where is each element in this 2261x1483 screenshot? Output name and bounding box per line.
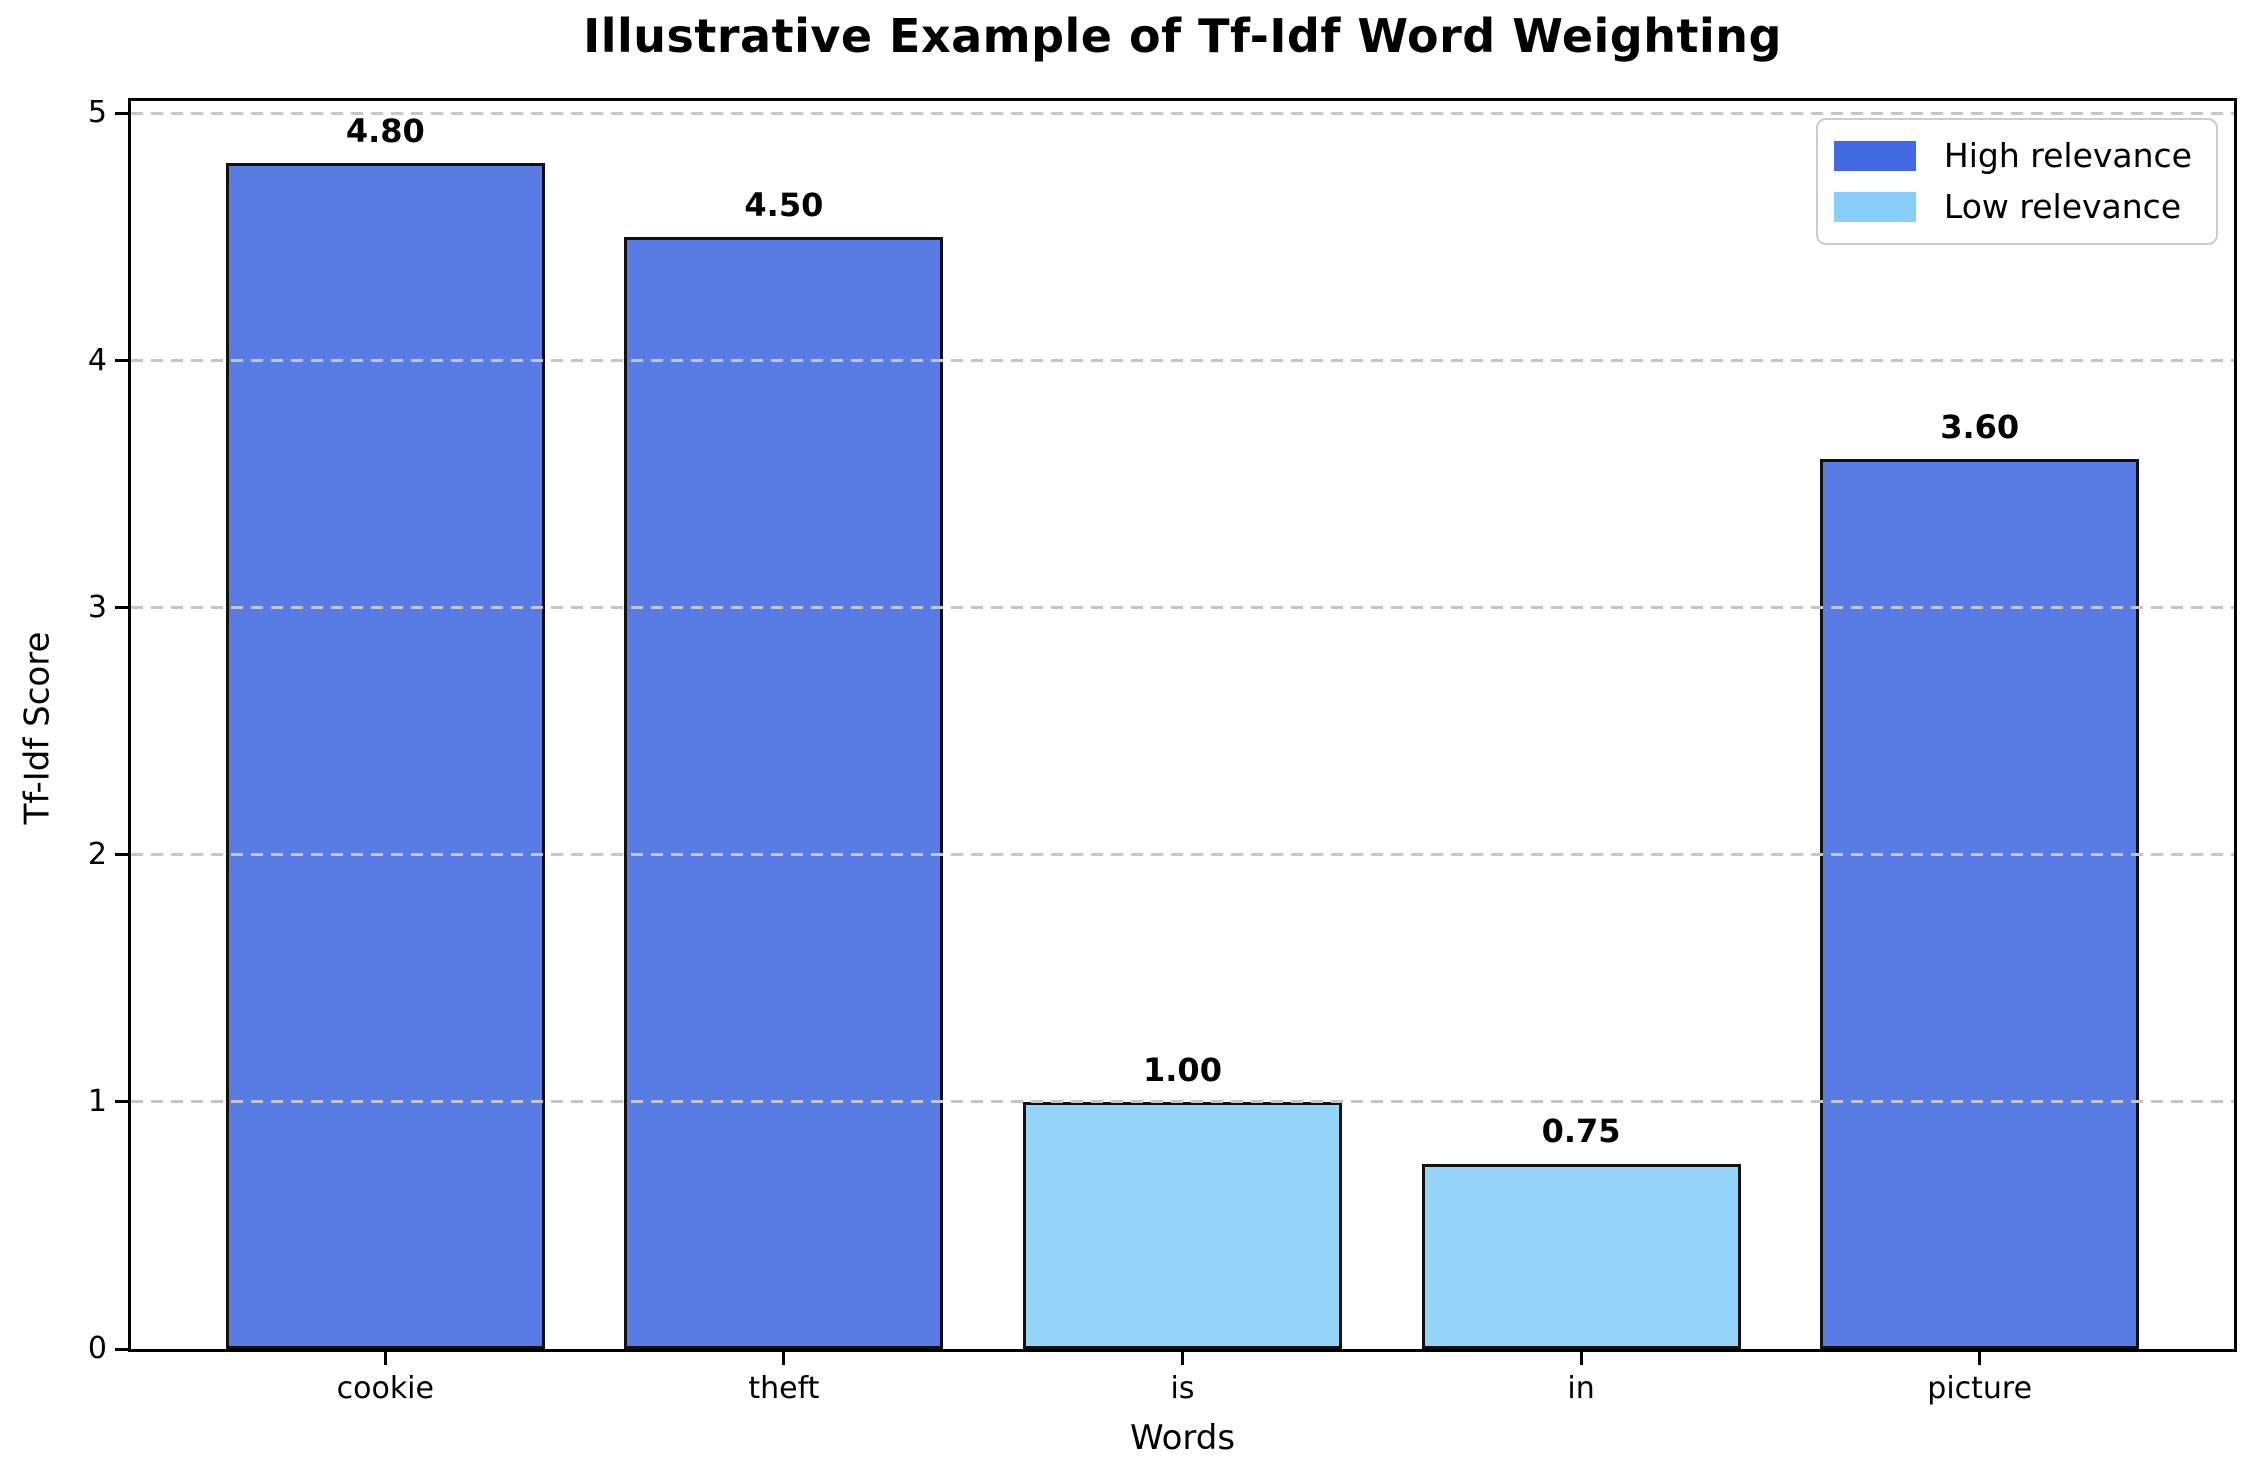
chart-title: Illustrative Example of Tf-Idf Word Weig… xyxy=(583,9,1782,63)
y-axis-label: Tf-Idf Score xyxy=(17,631,58,825)
x-tick-cell-theft xyxy=(585,1352,984,1365)
x-tick-label-cookie: cookie xyxy=(336,1371,434,1406)
bar-picture xyxy=(1820,459,2140,1349)
y-tick-label-0: 0 xyxy=(87,1331,107,1366)
y-tick-mark-0 xyxy=(115,1347,128,1351)
bar-slot-in: 0.75 xyxy=(1382,101,1781,1349)
legend-entry-low-relevance: Low relevance xyxy=(1833,186,2192,227)
x-tick-mark-in xyxy=(1579,1352,1583,1365)
y-tick-mark-4 xyxy=(115,359,128,362)
x-tick-mark-cookie xyxy=(383,1352,387,1365)
bar-theft xyxy=(624,236,944,1349)
bar-value-label-is: 1.00 xyxy=(1143,1050,1222,1089)
x-tick-marks xyxy=(131,1352,2234,1365)
x-tick-label-picture: picture xyxy=(1927,1371,2033,1406)
legend: High relevance Low relevance xyxy=(1815,118,2218,245)
y-tick-mark-5 xyxy=(115,111,128,115)
bar-slot-cookie: 4.80 xyxy=(186,101,585,1349)
y-tick-label-1: 1 xyxy=(87,1083,107,1119)
x-tick-label-theft: theft xyxy=(748,1371,820,1406)
x-tick-mark-picture xyxy=(1978,1352,1982,1365)
y-tick-label-2: 2 xyxy=(87,836,107,872)
bar-cookie xyxy=(225,162,545,1349)
bar-is xyxy=(1023,1101,1342,1349)
bar-in xyxy=(1421,1163,1741,1349)
legend-label-high-relevance: High relevance xyxy=(1943,136,2192,175)
y-tick-mark-2 xyxy=(115,853,128,857)
legend-swatch-high-relevance xyxy=(1833,140,1916,171)
x-tick-cell-in xyxy=(1382,1352,1781,1365)
y-tick-mark-3 xyxy=(115,606,128,610)
bar-value-label-picture: 3.60 xyxy=(1940,408,2020,447)
x-tick-mark-theft xyxy=(782,1352,786,1365)
y-tick-label-4: 4 xyxy=(87,342,107,378)
x-tick-mark-is xyxy=(1180,1352,1184,1365)
bar-slot-picture: 3.60 xyxy=(1780,101,2179,1349)
plot-area: 4.80 4.50 1.00 0.75 3.60 0 1 2 3 4 5 cookie theft i… xyxy=(88,98,2237,1406)
bar-slot-is: 1.00 xyxy=(983,101,1382,1349)
legend-label-low-relevance: Low relevance xyxy=(1943,187,2182,227)
x-tick-cell-picture xyxy=(1780,1352,2179,1365)
bar-value-label-theft: 4.50 xyxy=(744,185,824,224)
legend-entry-high-relevance: High relevance xyxy=(1833,135,2192,176)
x-tick-cell-is xyxy=(983,1352,1382,1365)
y-tick-label-3: 3 xyxy=(87,589,107,625)
bar-slot-theft: 4.50 xyxy=(585,101,984,1349)
x-tick-cell-cookie xyxy=(186,1352,585,1365)
bar-value-label-cookie: 4.80 xyxy=(345,111,425,150)
x-tick-label-in: in xyxy=(1567,1371,1595,1406)
x-tick-labels: cookie theft is in picture xyxy=(131,1371,2234,1407)
x-tick-label-is: is xyxy=(1170,1371,1195,1406)
y-tick-label-5: 5 xyxy=(87,95,107,131)
y-tick-mark-1 xyxy=(115,1100,128,1104)
bars-layer: 4.80 4.50 1.00 0.75 3.60 xyxy=(131,101,2234,1349)
legend-swatch-low-relevance xyxy=(1833,191,1916,222)
x-axis-label: Words xyxy=(1129,1418,1236,1458)
bar-value-label-in: 0.75 xyxy=(1541,1112,1621,1151)
